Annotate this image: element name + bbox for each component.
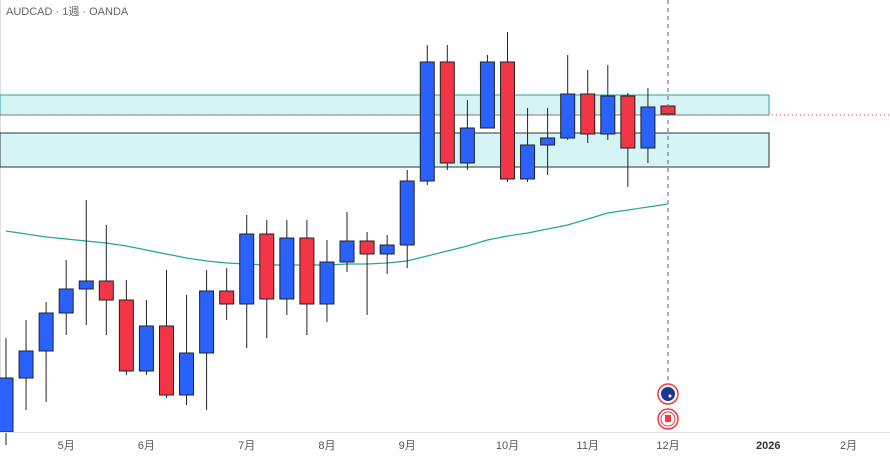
candles-layer	[0, 32, 676, 445]
candle-body	[18, 350, 34, 379]
candle-body	[540, 137, 556, 146]
candle-body	[299, 237, 315, 305]
candle-body	[0, 377, 14, 433]
candle-body	[199, 290, 215, 354]
candle-body	[479, 61, 495, 129]
x-tick-label: 2月	[840, 440, 857, 452]
x-tick-label: 7月	[238, 440, 255, 452]
candle-body	[158, 325, 174, 396]
candle-body	[319, 261, 335, 305]
candle-body	[439, 61, 455, 164]
candle-body	[620, 95, 636, 149]
candle-body	[399, 180, 415, 246]
x-tick-label: 9月	[399, 440, 416, 452]
candle-body	[359, 240, 375, 255]
flag-cad	[657, 408, 679, 430]
x-tick-label: 12月	[656, 440, 679, 452]
x-tick-label: 2026	[756, 440, 780, 452]
candle-body	[600, 95, 616, 135]
candle-body	[379, 244, 395, 255]
x-tick-label: 11月	[577, 440, 599, 452]
moving-average	[5, 203, 669, 266]
candle-body	[239, 233, 255, 305]
candle-body	[179, 352, 195, 396]
candle-body	[520, 144, 536, 180]
chart-title: AUDCAD · 1週 · OANDA	[6, 5, 129, 18]
zones-layer	[0, 94, 890, 168]
candle-body	[219, 290, 235, 305]
x-tick-label: 8月	[318, 440, 335, 452]
candle-body	[38, 312, 54, 352]
flag-aud	[657, 383, 679, 405]
candle-body	[339, 240, 355, 263]
candle-body	[279, 237, 295, 300]
candle-body	[419, 61, 435, 182]
candle-body	[459, 127, 475, 164]
candle-body	[138, 325, 154, 372]
candle-body	[259, 233, 275, 300]
ma-layer	[5, 203, 669, 266]
candle-body	[118, 299, 134, 372]
candle-body	[78, 280, 94, 290]
x-tick-label: 10月	[496, 440, 519, 452]
candle-body	[98, 280, 114, 301]
axis-layer: 5月 6月 7月 8月 9月 10月 11月 12月 2026 2月	[58, 440, 857, 452]
candle-body	[560, 93, 576, 139]
x-tick-label: 5月	[58, 440, 75, 452]
candle-body	[58, 288, 74, 314]
candle-body	[580, 93, 596, 135]
candle-body	[640, 106, 656, 149]
x-tick-label: 6月	[138, 440, 155, 452]
candle-body	[500, 61, 515, 180]
